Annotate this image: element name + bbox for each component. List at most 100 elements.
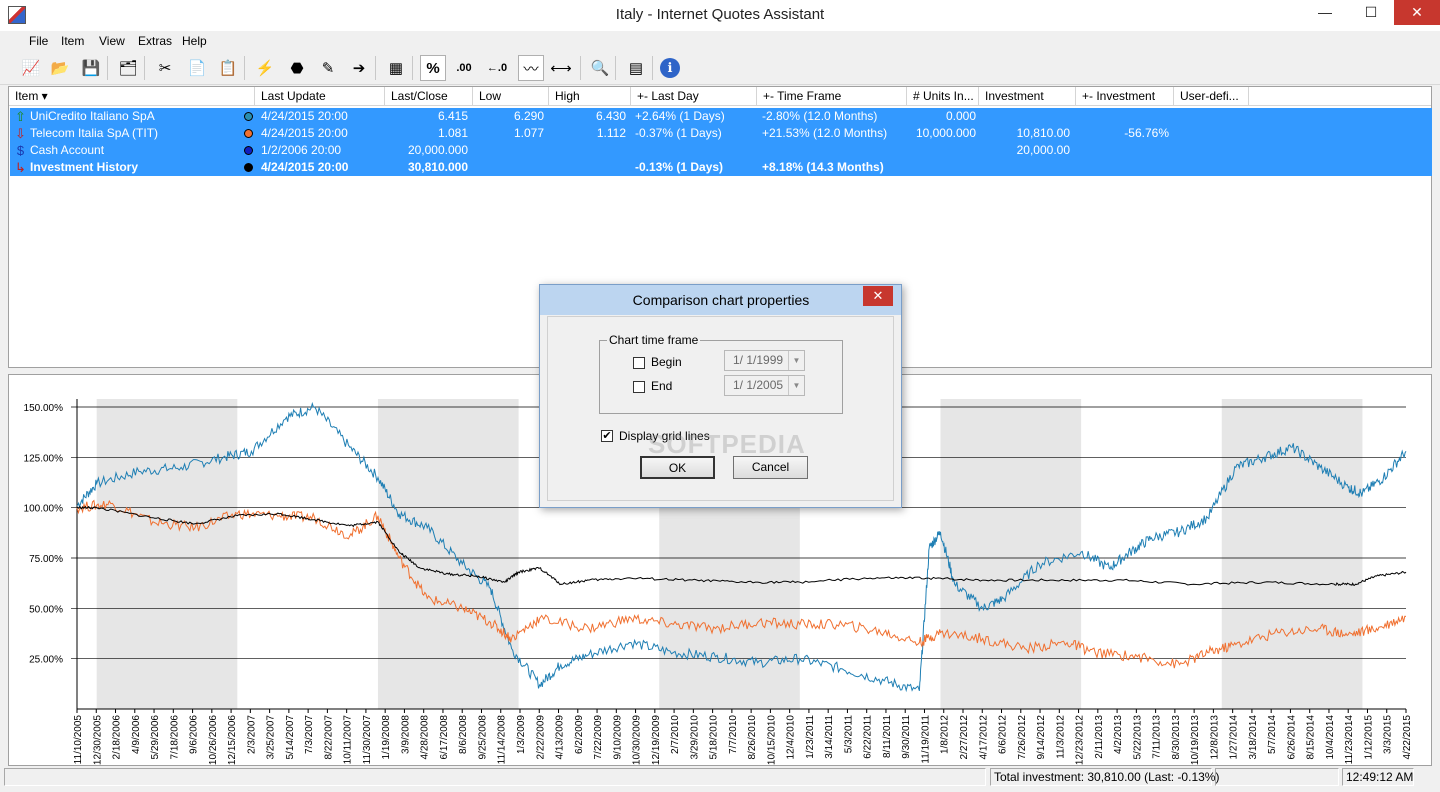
column-header[interactable]: Item ▾ (9, 87, 255, 106)
column-header[interactable]: # Units In... (907, 87, 979, 106)
down-arrow-icon: ⇩ (15, 126, 26, 141)
menu-help[interactable]: Help (182, 34, 207, 48)
close-button[interactable]: ✕ (1394, 0, 1440, 25)
low-value (474, 142, 544, 159)
end-date-picker[interactable]: 1/ 1/2005 ▼ (724, 375, 805, 396)
x-tick-label: 7/7/2010 (728, 715, 739, 754)
import-icon[interactable]: ➔ (352, 60, 366, 77)
minimize-button[interactable]: — (1318, 4, 1332, 20)
toolbar-separator (144, 56, 145, 80)
x-tick-label: 3/3/2015 (1383, 715, 1394, 754)
x-tick-label: 1/27/2014 (1229, 715, 1240, 760)
x-tick-label: 8/22/2007 (323, 715, 334, 760)
shaded-year-band (940, 399, 1082, 709)
info-icon[interactable]: ℹ (660, 58, 680, 78)
y-tick-label: 125.00% (24, 453, 64, 464)
status-panel-blank (1215, 768, 1339, 786)
x-tick-label: 5/18/2010 (709, 715, 720, 760)
chevron-down-icon[interactable]: ▼ (788, 351, 804, 370)
column-header[interactable]: User-defi... (1174, 87, 1249, 106)
x-tick-label: 7/26/2012 (1017, 715, 1028, 760)
begin-checkbox[interactable] (633, 357, 645, 369)
dialog-close-button[interactable]: ✕ (863, 286, 893, 306)
portfolio-icon[interactable]: ▦ (388, 60, 404, 77)
column-header[interactable]: +- Time Frame (757, 87, 907, 106)
x-tick-label: 12/30/2005 (92, 715, 103, 765)
x-tick-label: 4/17/2012 (978, 715, 989, 760)
column-header[interactable]: Last Update (255, 87, 385, 106)
item-name: Cash Account (30, 143, 105, 157)
update-quotes-icon[interactable]: ⚡ (255, 60, 275, 77)
comparison-chart-icon[interactable]: 〰 (518, 55, 544, 81)
quotes-list[interactable]: Item ▾ Last Update Last/Close Low High +- Las… (8, 86, 1432, 368)
maximize-button[interactable]: ☐ (1364, 4, 1378, 20)
column-header[interactable]: Last/Close (385, 87, 473, 106)
open-folder-icon[interactable]: 📂 (50, 60, 70, 77)
ok-button[interactable]: OK (640, 456, 715, 479)
x-tick-label: 10/30/2009 (632, 715, 643, 765)
last-close: 20,000.000 (407, 143, 468, 157)
menu-item[interactable]: Item (61, 34, 85, 48)
x-tick-label: 2/22/2009 (535, 715, 546, 760)
column-header[interactable]: +- Investment (1076, 87, 1174, 106)
x-tick-label: 10/4/2014 (1325, 715, 1336, 760)
x-tick-label: 5/29/2006 (150, 715, 161, 760)
chevron-down-icon[interactable]: ▼ (788, 376, 804, 395)
x-tick-label: 3/9/2008 (400, 715, 411, 754)
cancel-button[interactable]: Cancel (733, 456, 808, 479)
column-header[interactable]: Investment (979, 87, 1076, 106)
edit-icon[interactable]: ✎ (321, 60, 335, 77)
last-update: 4/24/2015 20:00 (261, 160, 349, 174)
last-update: 1/2/2006 20:00 (261, 143, 342, 157)
calculator-icon[interactable]: ▤ (628, 60, 644, 77)
decrease-decimals-icon[interactable]: ←.0 (486, 62, 508, 74)
copy-icon[interactable]: 📄 (187, 60, 207, 77)
menu-extras[interactable]: Extras (138, 34, 173, 48)
percent-icon[interactable]: % (420, 55, 446, 81)
chart-time-frame-group: Chart time frame Begin 1/ 1/1999 ▼ End 1/… (599, 333, 843, 414)
display-grid-lines-checkbox[interactable]: ✔ (601, 430, 613, 442)
chart-timeframe-icon[interactable]: ⟷ (550, 60, 572, 77)
end-checkbox[interactable] (633, 381, 645, 393)
x-tick-label: 1/3/2009 (516, 715, 527, 754)
investment-change (1077, 142, 1169, 159)
column-header[interactable]: Low (473, 87, 549, 106)
y-tick-label: 25.00% (29, 655, 63, 666)
low-value (474, 159, 544, 176)
paste-icon[interactable]: 📋 (218, 60, 238, 77)
menu-file[interactable]: File (29, 34, 49, 48)
list-row[interactable]: ↳ Investment History 4/24/2015 20:00 30,810… (10, 159, 1432, 176)
begin-date-picker[interactable]: 1/ 1/1999 ▼ (724, 350, 805, 371)
stop-icon[interactable]: ⬣ (290, 60, 304, 77)
y-tick-label: 75.00% (29, 554, 63, 565)
end-label: End (651, 379, 673, 393)
toolbar-separator (107, 56, 108, 80)
display-grid-lines-label: Display grid lines (619, 429, 710, 443)
increase-decimals-icon[interactable]: .00 (456, 62, 472, 74)
list-row[interactable]: $ Cash Account 1/2/2006 20:00 20,000.000 20,… (10, 142, 1432, 159)
investment-value: 10,810.00 (1016, 126, 1070, 140)
preview-icon[interactable]: 🔍 (590, 60, 610, 77)
x-tick-label: 1/23/2011 (805, 715, 816, 759)
x-tick-label: 8/26/2010 (747, 715, 758, 760)
x-tick-label: 6/6/2012 (998, 715, 1009, 754)
menu-view[interactable]: View (99, 34, 125, 48)
cut-icon[interactable]: ✂ (158, 60, 172, 77)
chart-icon[interactable]: 📈 (21, 60, 41, 77)
column-header[interactable]: +- Last Day (631, 87, 757, 106)
begin-label: Begin (651, 355, 682, 369)
new-item-icon[interactable]: 🗂 (118, 60, 138, 77)
x-tick-label: 7/18/2006 (169, 715, 180, 760)
investment-value (980, 159, 1070, 176)
list-row[interactable]: ⇩ Telecom Italia SpA (TIT) 4/24/2015 20:00… (10, 125, 1432, 142)
x-tick-label: 9/10/2009 (612, 715, 623, 760)
last-day-change (635, 142, 757, 159)
x-tick-label: 10/15/2010 (766, 715, 777, 765)
app-icon[interactable] (8, 6, 26, 24)
toolbar: 📈 📂 💾 🗂 ✂ 📄 📋 ⚡ ⬣ ✎ ➔ ▦% .00 ←.0 〰 ⟷ 🔍 ▤ ℹ (0, 51, 1440, 85)
list-row[interactable]: ⇧ UniCredito Italiano SpA 4/24/2015 20:00 6… (10, 108, 1432, 125)
column-header[interactable]: High (549, 87, 631, 106)
save-icon[interactable]: 💾 (81, 60, 101, 77)
x-tick-label: 11/14/2008 (497, 715, 508, 765)
